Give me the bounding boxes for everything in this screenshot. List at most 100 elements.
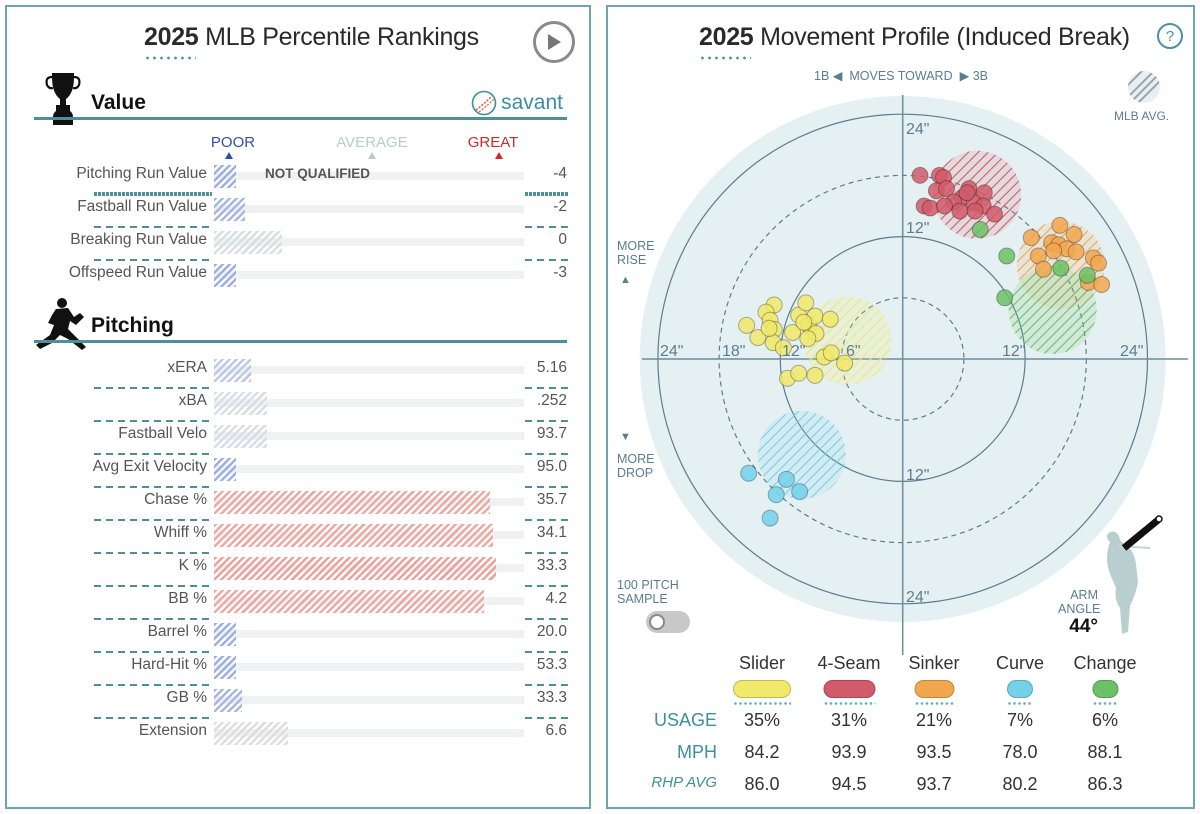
percentile-bar-gb[interactable] [214, 689, 242, 712]
row-value-breaking-run-value: 0 [558, 231, 567, 248]
percentile-row[interactable]: Whiff % 34.1 [7, 524, 593, 557]
percentile-bar-xba[interactable] [214, 392, 267, 415]
pitch-swatch-slider[interactable] [733, 680, 791, 698]
rhp-avg-4-seam: 94.5 [831, 774, 867, 794]
pitch-point-slider[interactable] [795, 313, 813, 331]
pitch-point-sinker[interactable] [1034, 260, 1052, 278]
pitch-point-change[interactable] [971, 220, 989, 238]
percentile-row[interactable]: Chase % 35.7 [7, 491, 593, 524]
pitch-point-sinker[interactable] [1090, 254, 1108, 272]
percentile-bar-bb[interactable] [214, 590, 484, 613]
pitch-point-curve[interactable] [777, 470, 795, 488]
pitch-point-slider[interactable] [836, 354, 854, 372]
pitch-point-4-seam[interactable] [938, 180, 956, 198]
percentile-row[interactable]: Pitching Run Value NOT QUALIFIED -4 [7, 165, 593, 198]
pitch-point-curve[interactable] [761, 509, 779, 527]
pitch-point-slider[interactable] [822, 344, 840, 362]
pitch-point-slider[interactable] [784, 323, 802, 341]
pitch-point-curve[interactable] [767, 486, 785, 504]
pitch-point-change[interactable] [1052, 259, 1070, 277]
pitch-point-4-seam[interactable] [911, 166, 929, 184]
pitch-point-slider[interactable] [821, 310, 839, 328]
percentile-row[interactable]: xBA .252 [7, 392, 593, 425]
percentile-bar-breaking-run-value[interactable] [214, 231, 283, 254]
row-separator [525, 259, 569, 261]
percentile-bar-k[interactable] [214, 557, 497, 580]
percentile-row[interactable]: K % 33.3 [7, 557, 593, 590]
legend-change[interactable]: Change [1073, 653, 1137, 705]
bar-track [214, 271, 524, 279]
row-separator [94, 618, 212, 620]
row-separator [94, 259, 212, 261]
movement-chart: 24" 18" 12" 6" 12" 24" 12" 24" 12" 24" [639, 95, 1188, 655]
pitch-point-sinker[interactable] [1065, 226, 1083, 244]
help-button[interactable]: ? [1157, 23, 1183, 49]
row-value-pitching-run-value: -4 [553, 165, 567, 182]
pitch-point-4-seam[interactable] [986, 205, 1003, 223]
pitch-point-sinker[interactable] [1045, 242, 1063, 260]
sample-toggle[interactable] [646, 611, 690, 633]
pitch-point-change[interactable] [996, 289, 1014, 307]
row-value-hard-hit: 53.3 [536, 656, 567, 673]
pitch-point-sinker[interactable] [1051, 216, 1069, 234]
bar-track [214, 729, 524, 737]
legend-sinker[interactable]: Sinker [908, 653, 960, 705]
pitch-point-4-seam[interactable] [958, 184, 976, 202]
percentile-bar-xera[interactable] [214, 359, 252, 382]
percentile-bar-hard-hit[interactable] [214, 656, 236, 679]
pitch-point-slider[interactable] [760, 319, 778, 337]
pitch-point-4-seam[interactable] [966, 202, 984, 220]
percentile-row[interactable]: Fastball Velo 93.7 [7, 425, 593, 458]
percentile-row[interactable]: Breaking Run Value 0 [7, 231, 593, 264]
pitch-point-slider[interactable] [790, 364, 808, 382]
percentile-row[interactable]: Fastball Run Value -2 [7, 198, 593, 231]
row-value-xera: 5.16 [536, 359, 567, 376]
percentile-row[interactable]: Avg Exit Velocity 95.0 [7, 458, 593, 491]
direction-3b-label: 3B [972, 69, 988, 83]
percentile-bar-avg-exit-velocity[interactable] [214, 458, 236, 481]
legend-4-seam[interactable]: 4-Seam [817, 653, 881, 705]
legend-slider[interactable]: Slider [733, 653, 791, 705]
percentile-bar-pitching-run-value[interactable] [214, 165, 236, 188]
pitch-swatch-sinker[interactable] [914, 680, 954, 698]
pitch-point-4-seam[interactable] [921, 199, 939, 217]
percentile-row[interactable]: Barrel % 20.0 [7, 623, 593, 656]
percentile-bar-fastball-run-value[interactable] [214, 198, 245, 221]
percentile-row[interactable]: Offspeed Run Value -3 [7, 264, 593, 297]
percentile-bar-chase[interactable] [214, 491, 490, 514]
pitch-point-slider[interactable] [749, 329, 767, 347]
mph-curve: 78.0 [1002, 742, 1038, 762]
pitch-point-change[interactable] [998, 247, 1016, 265]
percentile-bar-whiff[interactable] [214, 524, 493, 547]
play-button[interactable] [533, 21, 575, 63]
pitch-point-slider[interactable] [738, 316, 756, 334]
pitch-point-sinker[interactable] [1067, 243, 1085, 261]
pitch-point-sinker[interactable] [1093, 276, 1111, 294]
pitch-point-change[interactable] [1078, 266, 1096, 284]
legend-curve[interactable]: Curve [996, 653, 1044, 705]
percentile-row[interactable]: Extension 6.6 [7, 722, 593, 755]
percentile-row[interactable]: Hard-Hit % 53.3 [7, 656, 593, 689]
pitch-point-slider[interactable] [799, 330, 817, 348]
pitch-point-sinker[interactable] [1022, 229, 1040, 247]
question-icon: ? [1165, 27, 1175, 45]
pitch-swatch-curve[interactable] [1006, 680, 1033, 698]
pitch-point-4-seam[interactable] [951, 202, 969, 220]
percentile-bar-fastball-velo[interactable] [214, 425, 267, 448]
percentile-bar-extension[interactable] [214, 722, 289, 745]
percentile-bar-barrel[interactable] [214, 623, 236, 646]
pitch-point-slider[interactable] [806, 366, 824, 384]
percentile-row[interactable]: BB % 4.2 [7, 590, 593, 623]
percentile-row[interactable]: xERA 5.16 [7, 359, 593, 392]
pitch-swatch-change[interactable] [1092, 680, 1118, 698]
pitch-point-slider[interactable] [797, 294, 815, 312]
pitch-point-slider[interactable] [774, 339, 792, 357]
pitch-point-curve[interactable] [740, 464, 758, 482]
pitch-point-4-seam[interactable] [936, 197, 954, 215]
percentile-row[interactable]: GB % 33.3 [7, 689, 593, 722]
pitch-swatch-4-seam[interactable] [823, 680, 875, 698]
usage-sinker: 21% [915, 710, 953, 730]
pitch-point-curve[interactable] [791, 483, 809, 501]
percentile-bar-offspeed-run-value[interactable] [214, 264, 236, 287]
section-title-value: Value [91, 91, 146, 114]
